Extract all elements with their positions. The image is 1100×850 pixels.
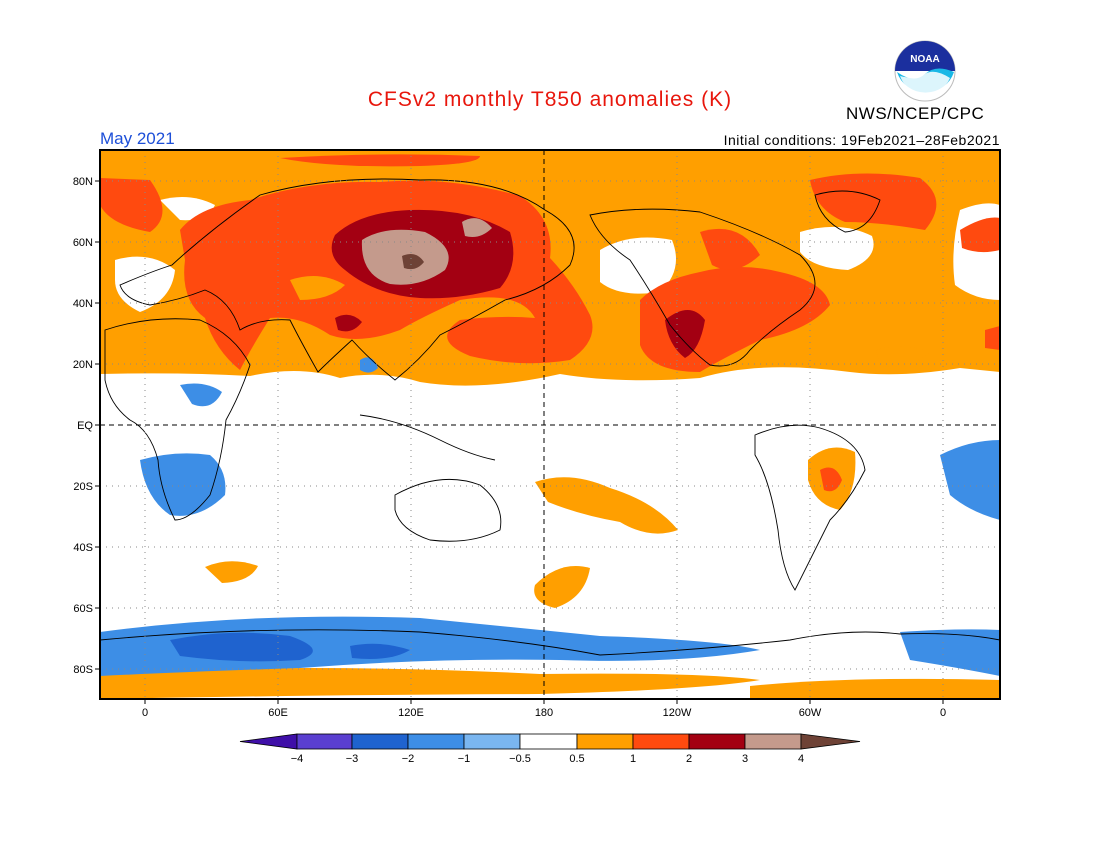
y-tick-label: 60S [73,603,93,615]
colorbar-label: 0.5 [569,753,584,765]
y-tick-label: 40S [73,542,93,554]
colorbar-bin [744,733,802,750]
y-tick-label: 40N [73,298,93,310]
x-tick-label: 60E [268,707,288,719]
colorbar-bin [463,733,521,750]
colorbar-bin [519,733,578,750]
colorbar-label: 3 [742,753,748,765]
noaa-logo: NOAA [894,40,956,102]
colorbar-arrow-high [800,733,861,750]
colorbar-bin [407,733,465,750]
agency-label: NWS/NCEP/CPC [846,104,985,123]
x-tick-label: 180 [535,707,553,719]
colorbar-label: −3 [346,753,359,765]
x-tick-label: 120E [398,707,424,719]
coastline-africa [104,318,251,521]
y-tick-label: EQ [77,420,93,432]
y-tick-label: 80S [73,664,93,676]
colorbar-arrow-low [239,733,298,750]
y-tick-label: 60N [73,237,93,249]
y-tick-label: 20S [73,481,93,493]
colorbar-label: 2 [686,753,692,765]
colorbar-bin [632,733,690,750]
coastline-indonesia [359,414,496,461]
y-tick-label: 20N [73,359,93,371]
forecast-month: May 2021 [100,129,175,148]
colorbar-bin [296,733,353,750]
x-tick-label: 60W [799,707,822,719]
initial-conditions: Initial conditions: 19Feb2021–28Feb2021 [723,132,1000,148]
coastline-eurasia [119,178,575,381]
svg-text:NOAA: NOAA [910,54,939,65]
coastline-north-america [589,208,816,367]
colorbar-label: 4 [798,753,804,765]
colorbar-bin [351,733,409,750]
colorbar-label: −0.5 [509,753,531,765]
x-tick-label: 0 [142,707,148,719]
x-tick-label: 120W [663,707,692,719]
coastline-australia [394,478,502,542]
colorbar-label: 1 [630,753,636,765]
coastline-antarctica [100,629,1000,656]
map-plot-area [100,150,1000,699]
coastline-greenland [814,190,881,233]
chart-title: CFSv2 monthly T850 anomalies (K) [367,88,733,111]
coastline-south-america [754,424,866,591]
colorbar-bin [688,733,746,750]
colorbar-label: −1 [458,753,471,765]
x-tick-label: 0 [940,707,946,719]
colorbar-label: −4 [291,753,304,765]
y-tick-label: 80N [73,176,93,188]
colorbar-bin [576,733,634,750]
colorbar-label: −2 [402,753,415,765]
